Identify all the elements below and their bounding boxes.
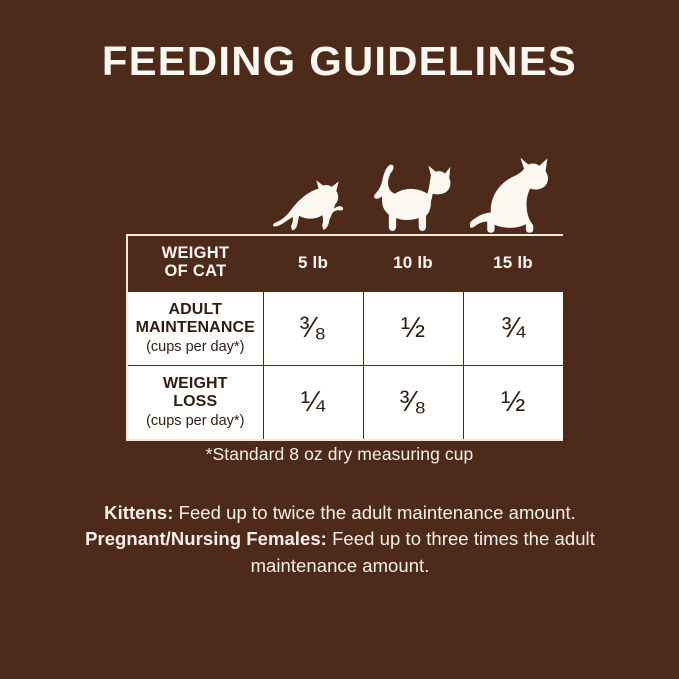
row-label-line2: LOSS (173, 393, 218, 411)
cell-adult-5lb: ³⁄₈ (262, 290, 363, 366)
note-kittens: Kittens: Feed up to twice the adult main… (84, 500, 596, 526)
cat-silhouette-large-icon (470, 154, 556, 234)
note-kittens-text: Feed up to twice the adult maintenance a… (173, 502, 576, 523)
cell-loss-15lb: ½ (462, 364, 563, 440)
note-kittens-label: Kittens: (104, 502, 174, 523)
cat-size-illustrations (262, 152, 572, 234)
value-loss-15lb: ½ (501, 385, 526, 418)
row-label-sub: (cups per day*) (146, 339, 245, 356)
header-weight-line1: WEIGHT (161, 244, 230, 262)
row-label-adult-maintenance: ADULT MAINTENANCE (cups per day*) (128, 290, 263, 366)
feeding-notes: Kittens: Feed up to twice the adult main… (84, 500, 596, 579)
table-row-weight-loss: WEIGHT LOSS (cups per day*) ¼ ³⁄₈ ½ (128, 364, 563, 440)
note-pregnant-label: Pregnant/Nursing Females: (85, 528, 327, 550)
table-row-adult-maintenance: ADULT MAINTENANCE (cups per day*) ³⁄₈ ½ … (128, 290, 563, 366)
cat-silhouette-medium-icon (372, 162, 452, 234)
header-15lb: 15 lb (493, 252, 533, 272)
header-5lb: 5 lb (297, 252, 329, 272)
page-title: FEEDING GUIDELINES (101, 38, 578, 84)
value-adult-10lb: ½ (400, 311, 426, 344)
cell-adult-10lb: ½ (362, 290, 463, 366)
cell-adult-15lb: ¾ (462, 290, 563, 366)
header-weight-line2: OF CAT (164, 261, 227, 280)
row-label-line1: WEIGHT (162, 374, 228, 392)
cat-silhouette-small-icon (272, 178, 344, 234)
row-label-line1: ADULT (168, 300, 223, 318)
row-label-sub: (cups per day*) (146, 413, 245, 430)
value-adult-15lb: ¾ (501, 311, 526, 344)
row-label-line2: MAINTENANCE (135, 318, 255, 336)
value-loss-5lb: ¼ (300, 385, 326, 418)
cell-loss-5lb: ¼ (262, 364, 363, 440)
header-10lb: 10 lb (393, 252, 433, 272)
table-header-row: WEIGHT OF CAT 5 lb 10 lb 15 lb (128, 236, 563, 292)
value-adult-5lb: ³⁄₈ (299, 311, 327, 344)
header-weight-of-cat: WEIGHT OF CAT (128, 236, 263, 291)
value-loss-10lb: ³⁄₈ (399, 385, 427, 418)
feeding-table: WEIGHT OF CAT 5 lb 10 lb 15 lb ADULT MAI… (126, 234, 563, 442)
footnote-measuring-cup: *Standard 8 oz dry measuring cup (205, 444, 474, 464)
note-pregnant: Pregnant/Nursing Females: Feed up to thr… (85, 528, 595, 575)
cell-loss-10lb: ³⁄₈ (362, 364, 463, 440)
row-label-weight-loss: WEIGHT LOSS (cups per day*) (128, 364, 263, 440)
note-pregnant-text: Feed up to three times the adult mainten… (250, 528, 595, 576)
